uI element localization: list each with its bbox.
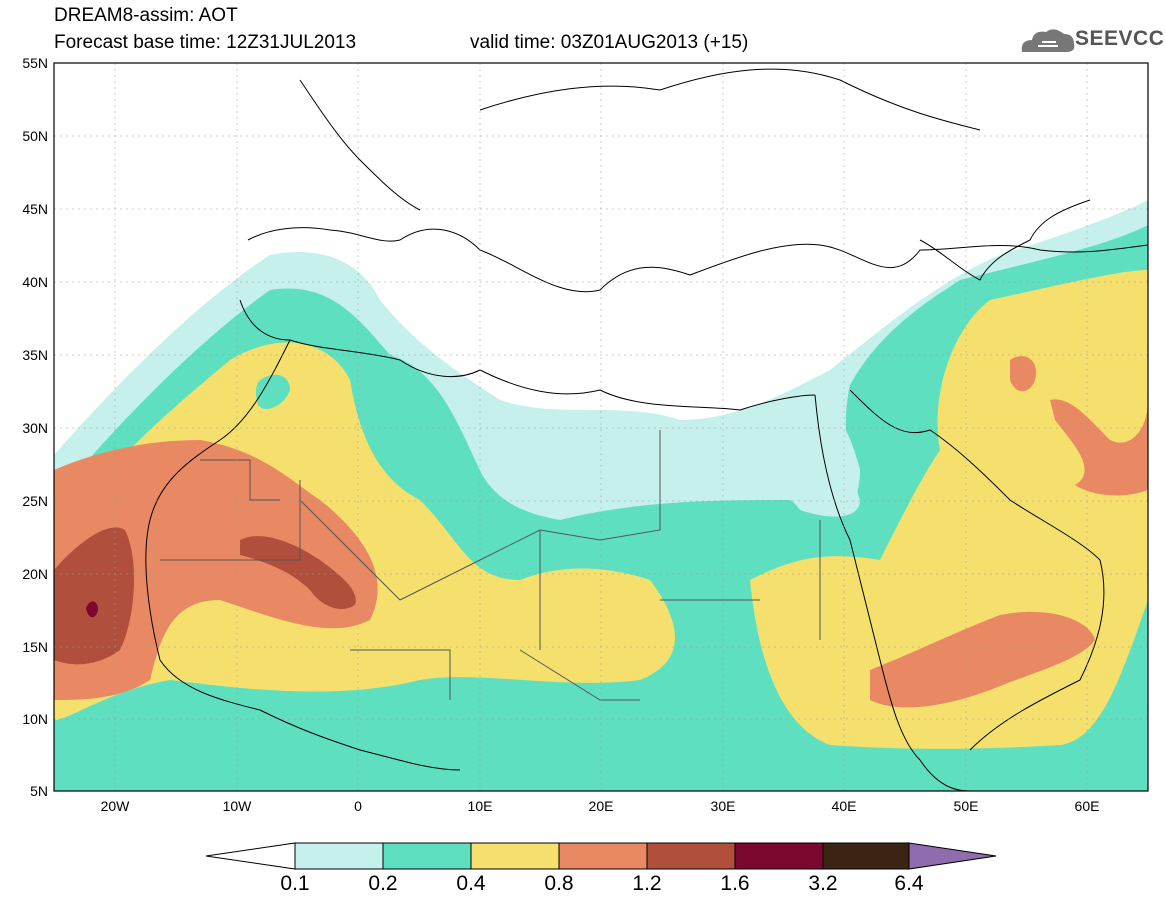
graticule bbox=[54, 63, 1148, 791]
aot-contour-1.2 bbox=[54, 527, 135, 665]
colorbar bbox=[205, 842, 997, 870]
colorbar-0.8 bbox=[558, 842, 648, 870]
aot-contour-1.6 bbox=[86, 601, 98, 618]
country-borders bbox=[160, 430, 821, 701]
coastlines bbox=[145, 68, 1148, 791]
lon-label: 30E bbox=[710, 798, 736, 814]
lon-label: 40E bbox=[831, 798, 857, 814]
colorbar-1.6 bbox=[734, 842, 824, 870]
lat-label: 30N bbox=[22, 420, 48, 436]
lat-label: 40N bbox=[22, 274, 48, 290]
lon-label: 20E bbox=[588, 798, 614, 814]
colorbar-label: 3.2 bbox=[808, 872, 838, 895]
lat-label: 10N bbox=[22, 711, 48, 727]
lon-label: 0 bbox=[354, 798, 362, 814]
valid-time: valid time: 03Z01AUG2013 (+15) bbox=[470, 32, 749, 53]
cloud-logo-icon bbox=[1021, 29, 1075, 52]
lat-label: 20N bbox=[22, 566, 48, 582]
colorbar-0.4 bbox=[470, 842, 560, 870]
lat-label: 45N bbox=[22, 201, 48, 217]
map-title: DREAM8-assim: AOT bbox=[54, 5, 238, 26]
colorbar-label: 0.8 bbox=[544, 872, 574, 895]
colorbar-label: 0.1 bbox=[280, 872, 310, 895]
colorbar-3.2 bbox=[822, 842, 910, 870]
lon-label: 20W bbox=[100, 798, 130, 814]
lat-label: 55N bbox=[22, 55, 48, 71]
colorbar-0.1 bbox=[294, 842, 384, 870]
lat-label: 25N bbox=[22, 493, 48, 509]
colorbar-0.2 bbox=[382, 842, 472, 870]
lat-label: 15N bbox=[22, 639, 48, 655]
colorbar-low-arrow bbox=[205, 842, 296, 870]
colorbar-1.2 bbox=[646, 842, 736, 870]
colorbar-label: 1.2 bbox=[632, 872, 662, 895]
forecast-base-time: Forecast base time: 12Z31JUL2013 bbox=[54, 32, 357, 53]
aot-contour-0.4 bbox=[54, 342, 675, 720]
lon-label: 10W bbox=[222, 798, 252, 814]
aot-contour-0.8 bbox=[54, 440, 378, 700]
lon-label: 60E bbox=[1074, 798, 1100, 814]
colorbar-label: 0.4 bbox=[456, 872, 486, 895]
colorbar-high-arrow bbox=[908, 842, 997, 870]
colorbar-label: 1.6 bbox=[720, 872, 750, 895]
logo-text: SEEVCCC bbox=[1075, 27, 1165, 50]
lat-label: 5N bbox=[30, 783, 48, 799]
colorbar-label: 6.4 bbox=[894, 872, 924, 895]
colorbar-label: 0.2 bbox=[368, 872, 398, 895]
lat-label: 50N bbox=[22, 128, 48, 144]
lat-label: 35N bbox=[22, 347, 48, 363]
lon-label: 10E bbox=[467, 798, 493, 814]
lon-label: 50E bbox=[953, 798, 979, 814]
